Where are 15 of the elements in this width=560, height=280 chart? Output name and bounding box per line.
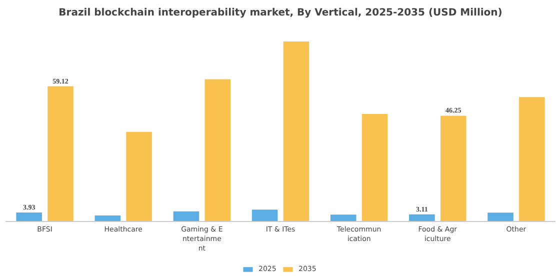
- bar: [488, 212, 514, 222]
- bar: [362, 114, 388, 222]
- bar: [173, 211, 200, 222]
- bar: [283, 42, 310, 222]
- bar: [330, 214, 356, 222]
- chart-title: Brazil blockchain interoperability market, By Vertical, 2025-2035 (USD Million): [58, 8, 502, 18]
- bar: [94, 216, 121, 222]
- bar: [440, 116, 466, 222]
- bar: [252, 210, 278, 222]
- bar: [204, 79, 231, 222]
- bar: [409, 214, 435, 222]
- bar: [16, 212, 42, 222]
- bar: [48, 86, 74, 222]
- bar: [519, 97, 545, 222]
- bar: [126, 132, 152, 222]
